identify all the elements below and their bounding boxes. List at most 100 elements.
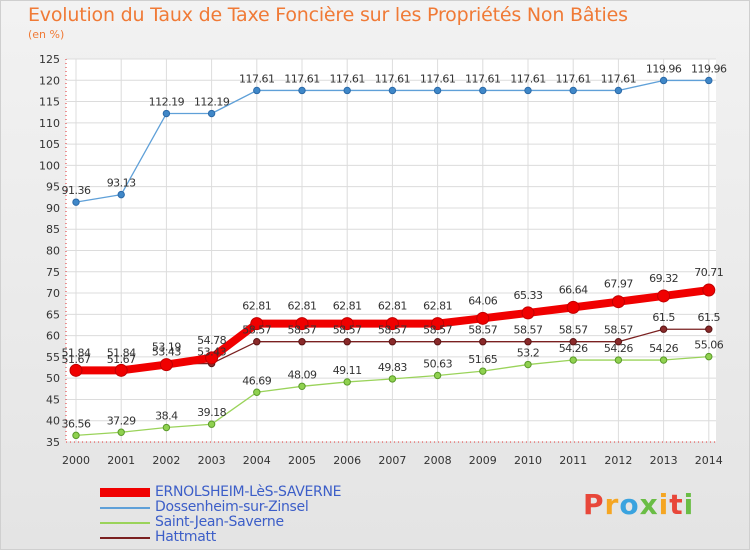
y-tick-label: 105 bbox=[39, 138, 60, 151]
ernolsheim-point bbox=[611, 295, 625, 309]
y-tick-label: 110 bbox=[39, 117, 60, 130]
data-label: 58.57 bbox=[423, 324, 452, 337]
axes: 35 40 45 50 55 60 65 70 75 80 85 90 95 100 105 110 115 12… bbox=[39, 53, 723, 467]
saint-jean-point bbox=[614, 356, 623, 364]
x-tick-label: 2006 bbox=[333, 454, 361, 467]
data-label: 53.43 bbox=[152, 346, 181, 359]
y-tick-label: 40 bbox=[46, 415, 60, 428]
x-tick-label: 2010 bbox=[514, 454, 542, 467]
ernolsheim-point bbox=[657, 289, 671, 303]
data-label: 91.36 bbox=[62, 184, 91, 197]
data-label: 117.61 bbox=[420, 72, 456, 85]
data-label: 67.97 bbox=[604, 278, 633, 291]
y-tick-label: 115 bbox=[39, 96, 60, 109]
ernolsheim-point bbox=[205, 351, 219, 365]
dossenheim-point bbox=[207, 109, 216, 118]
proxiti-logo: Proxiti bbox=[583, 488, 694, 521]
hattmatt-point bbox=[343, 337, 351, 346]
data-label: 58.57 bbox=[514, 324, 543, 337]
dossenheim-point bbox=[659, 76, 668, 85]
saint-jean-point bbox=[162, 423, 171, 432]
data-label: 39.18 bbox=[197, 406, 226, 419]
saint-jean-point bbox=[343, 378, 351, 386]
x-tick-label: 2007 bbox=[378, 454, 406, 467]
saint-jean-point bbox=[117, 428, 125, 436]
y-tick-label: 60 bbox=[46, 330, 60, 343]
legend-label-ernolsheim: ERNOLSHEIM-LèS-SAVERNE bbox=[155, 484, 342, 500]
ernolsheim-point bbox=[340, 317, 354, 331]
legend-swatch-hattmatt bbox=[100, 537, 150, 539]
data-label: 64.06 bbox=[468, 294, 497, 307]
data-label: 61.5 bbox=[652, 311, 675, 324]
data-label: 117.61 bbox=[375, 72, 411, 85]
data-label: 53.43 bbox=[197, 346, 226, 359]
data-label: 62.81 bbox=[288, 300, 317, 313]
ernolsheim-point bbox=[114, 363, 128, 377]
dossenheim-point bbox=[72, 198, 80, 206]
data-label: 54.78 bbox=[197, 334, 226, 347]
data-label: 112.19 bbox=[194, 96, 230, 109]
dossenheim-point bbox=[614, 86, 623, 95]
data-label: 65.33 bbox=[514, 289, 543, 302]
x-tick-label: 2003 bbox=[198, 454, 226, 467]
legend-label-saint-jean: Saint-Jean-Saverne bbox=[155, 514, 284, 530]
y-tick-label: 90 bbox=[46, 202, 60, 215]
data-label: 50.63 bbox=[423, 357, 452, 370]
y-tick-label: 80 bbox=[46, 245, 60, 258]
data-label: 51.67 bbox=[107, 353, 136, 366]
data-label: 117.61 bbox=[284, 72, 320, 85]
x-tick-label: 2005 bbox=[288, 454, 316, 467]
y-tick-label: 100 bbox=[39, 159, 60, 172]
data-label: 51.84 bbox=[107, 346, 136, 359]
x-tick-label: 2004 bbox=[243, 454, 271, 467]
data-label: 58.57 bbox=[378, 324, 407, 337]
saint-jean-point bbox=[72, 431, 80, 440]
grid bbox=[66, 58, 716, 443]
data-label: 69.32 bbox=[649, 272, 678, 285]
y-tick-label: 65 bbox=[46, 308, 60, 321]
dossenheim-point bbox=[343, 86, 351, 95]
y-tick-label: 35 bbox=[46, 436, 60, 449]
data-label: 53.19 bbox=[152, 341, 181, 354]
logo-letter: x bbox=[639, 488, 659, 521]
x-tick-label: 2011 bbox=[559, 454, 587, 467]
x-tick-label: 2013 bbox=[650, 454, 678, 467]
data-label: 51.84 bbox=[62, 346, 91, 359]
data-label: 53.2 bbox=[517, 347, 540, 360]
y-tick-label: 75 bbox=[46, 266, 60, 279]
data-label: 54.26 bbox=[604, 342, 633, 355]
dossenheim-point bbox=[253, 86, 261, 95]
data-label: 55.06 bbox=[694, 339, 723, 352]
ernolsheim-point bbox=[385, 317, 399, 331]
dossenheim-point bbox=[569, 86, 577, 95]
ernolsheim-point bbox=[521, 306, 535, 320]
logo-letter: P bbox=[583, 488, 605, 521]
data-label: 36.56 bbox=[62, 417, 91, 430]
logo-letter: i bbox=[683, 488, 695, 521]
data-label: 119.96 bbox=[646, 62, 682, 75]
saint-jean-point bbox=[705, 352, 713, 361]
x-tick-label: 2002 bbox=[152, 454, 180, 467]
data-label: 58.57 bbox=[288, 324, 317, 337]
dossenheim-point bbox=[705, 76, 713, 85]
saint-jean-point bbox=[524, 360, 532, 369]
dossenheim-point bbox=[388, 86, 397, 95]
ernolsheim-point bbox=[476, 311, 490, 325]
y-tick-label: 55 bbox=[46, 351, 60, 364]
x-tick-label: 2009 bbox=[469, 454, 497, 467]
chart-title: Evolution du Taux de Taxe Foncière sur l… bbox=[28, 4, 628, 26]
dossenheim-point bbox=[298, 86, 306, 95]
series-lines bbox=[69, 76, 716, 440]
data-label: 58.57 bbox=[333, 324, 362, 337]
y-tick-label: 70 bbox=[46, 287, 60, 300]
hattmatt-point bbox=[479, 337, 487, 346]
saint-jean-point bbox=[298, 382, 306, 390]
hattmatt-point bbox=[614, 337, 623, 346]
data-label: 62.81 bbox=[333, 300, 362, 313]
x-tick-label: 2001 bbox=[107, 454, 135, 467]
x-tick-label: 2014 bbox=[695, 454, 723, 467]
logo-letter: r bbox=[604, 488, 620, 521]
data-label: 46.69 bbox=[242, 374, 271, 387]
legend-swatch-saint-jean bbox=[100, 522, 150, 524]
ernolsheim-point bbox=[566, 300, 580, 314]
